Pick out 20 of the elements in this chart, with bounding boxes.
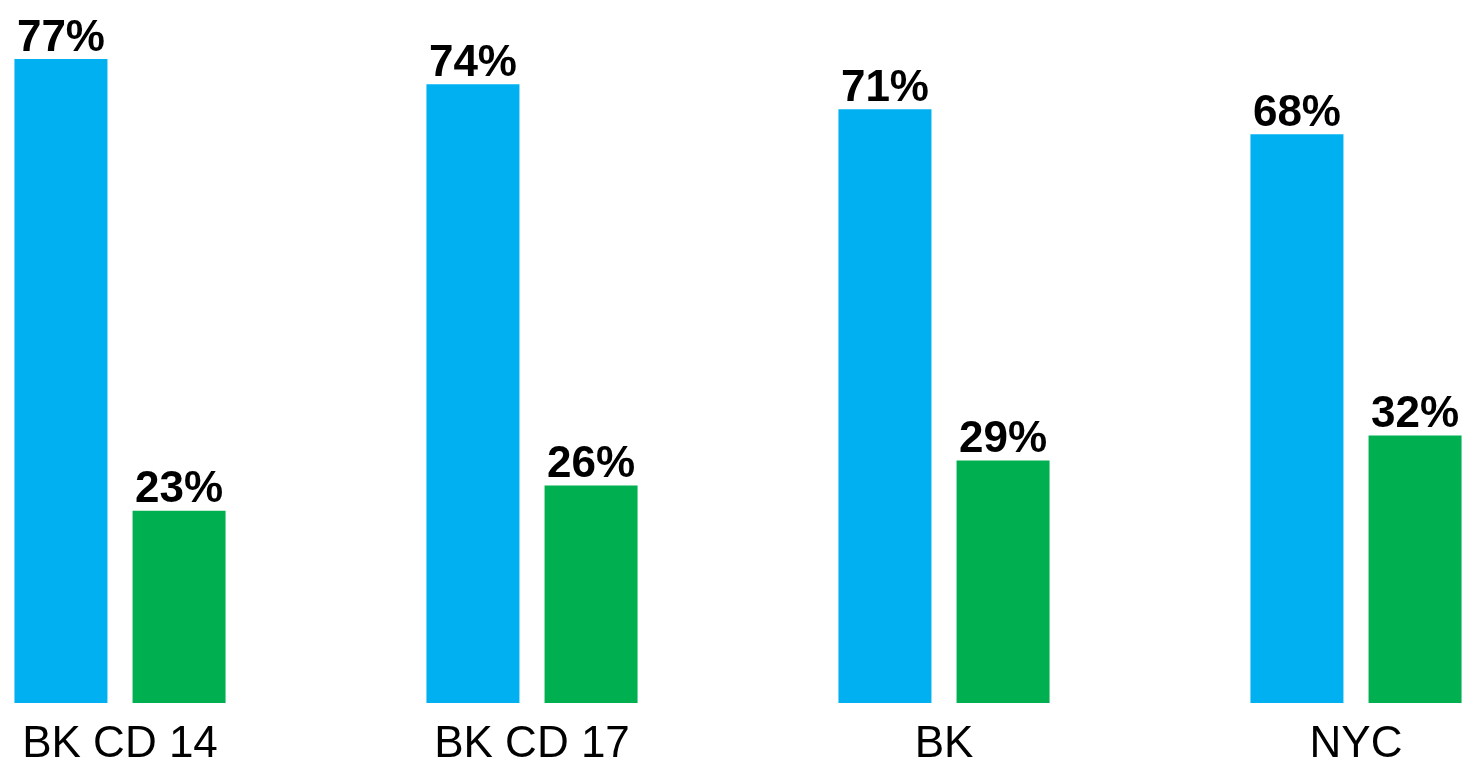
data-label: 68% xyxy=(1252,85,1341,135)
data-label: 29% xyxy=(959,411,1048,461)
bar xyxy=(1250,134,1344,703)
bar xyxy=(132,510,226,703)
x-tick-label: BK xyxy=(914,716,974,766)
bar xyxy=(14,59,108,703)
data-label: 77% xyxy=(16,10,105,60)
bar xyxy=(544,485,638,703)
data-label: 74% xyxy=(428,35,517,85)
x-tick-label: BK CD 14 xyxy=(22,716,218,766)
bar xyxy=(838,109,932,703)
data-label: 32% xyxy=(1371,386,1460,436)
bar xyxy=(1368,435,1462,703)
x-tick-label: BK CD 17 xyxy=(434,716,630,766)
data-label: 71% xyxy=(840,60,929,110)
x-tick-label: NYC xyxy=(1309,716,1403,766)
bar xyxy=(426,84,520,703)
data-label: 26% xyxy=(547,437,636,487)
data-label: 23% xyxy=(135,462,224,512)
bar xyxy=(956,460,1050,703)
